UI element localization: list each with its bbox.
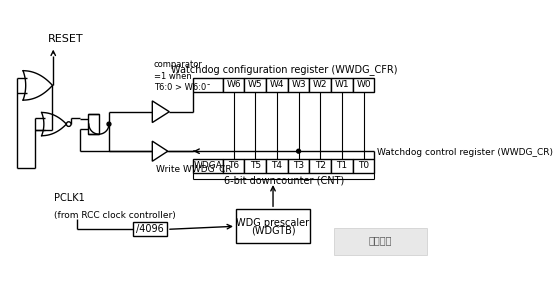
Text: Watchdog configuration register (WWDG_CFR): Watchdog configuration register (WWDG_CF… [171, 64, 397, 75]
Bar [223, 78, 244, 92]
Text: (WDGTB): (WDGTB) [251, 226, 295, 236]
Text: T5: T5 [249, 162, 261, 171]
Polygon shape [152, 141, 168, 161]
Text: T6: T6 [228, 162, 239, 171]
Bar [88, 114, 99, 134]
Text: WDGA: WDGA [194, 162, 222, 171]
Bar [331, 78, 353, 92]
Text: (from RCC clock controller): (from RCC clock controller) [54, 211, 176, 220]
Circle shape [107, 122, 111, 126]
Circle shape [66, 122, 71, 126]
Text: T3: T3 [293, 162, 304, 171]
Bar [236, 209, 310, 243]
Bar [334, 228, 427, 255]
Text: 6-bit downcounter (CNT): 6-bit downcounter (CNT) [224, 176, 344, 186]
Bar [266, 159, 288, 173]
Bar [288, 159, 309, 173]
Text: W1: W1 [335, 80, 349, 89]
Text: W6: W6 [226, 80, 241, 89]
Text: Write WWDG_CR: Write WWDG_CR [156, 164, 232, 173]
Circle shape [296, 149, 300, 153]
Text: WDG prescaler: WDG prescaler [237, 218, 310, 228]
Bar [353, 159, 374, 173]
Text: W0: W0 [356, 80, 371, 89]
Bar [244, 159, 266, 173]
Text: comparator
=1 when
T6:0 > W6:0: comparator =1 when T6:0 > W6:0 [154, 60, 206, 92]
Bar [288, 78, 309, 92]
Text: W4: W4 [270, 80, 284, 89]
Polygon shape [152, 101, 169, 123]
Text: T1: T1 [336, 162, 347, 171]
Text: T2: T2 [315, 162, 326, 171]
Text: T4: T4 [272, 162, 283, 171]
Text: RESET: RESET [48, 34, 84, 44]
Text: /4096: /4096 [136, 224, 164, 234]
Bar [244, 78, 266, 92]
Bar [331, 159, 353, 173]
Bar [353, 78, 374, 92]
Bar [133, 222, 167, 236]
Text: W5: W5 [248, 80, 263, 89]
Bar [309, 78, 331, 92]
Text: W3: W3 [291, 80, 306, 89]
Text: T0: T0 [358, 162, 369, 171]
Bar [309, 159, 331, 173]
Text: 创新互联: 创新互联 [369, 235, 392, 245]
Bar [194, 159, 223, 173]
Bar [223, 159, 244, 173]
Text: Watchdog control register (WWDG_CR): Watchdog control register (WWDG_CR) [377, 148, 553, 157]
Text: W2: W2 [313, 80, 327, 89]
Text: PCLK1: PCLK1 [54, 193, 85, 203]
Bar [194, 78, 223, 92]
Text: -: - [206, 80, 210, 89]
Bar [266, 78, 288, 92]
